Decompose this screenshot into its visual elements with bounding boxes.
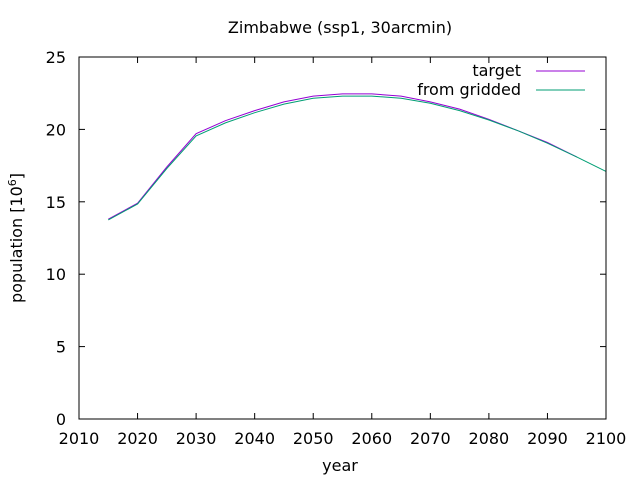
y-tick-label: 0 [56,410,66,429]
x-tick-label: 2020 [117,429,158,448]
axis-ticks: 2010 2020 2030 2040 2050 2060 2070 2080 2090 2100… [46,48,627,448]
y-tick-label: 15 [46,193,66,212]
y-tick-label: 10 [46,265,66,284]
x-tick-label: 2040 [234,429,275,448]
x-tick-label: 2030 [176,429,217,448]
y-tick-label: 5 [56,338,66,357]
x-tick-label: 2080 [469,429,510,448]
plot-border [78,56,607,420]
x-axis-label: year [322,456,358,475]
series-line-0 [108,93,577,220]
x-tick-label: 2070 [410,429,451,448]
y-axis-label-sup: 6 [6,179,19,186]
x-tick-label: 2100 [586,429,627,448]
series-line-1 [108,95,607,221]
legend-label-1: from gridded [417,80,521,99]
y-tick-label: 20 [46,120,66,139]
y-tick-label: 25 [46,48,66,67]
x-tick-label: 2010 [59,429,100,448]
chart-title: Zimbabwe (ssp1, 30arcmin) [228,18,452,37]
y-axis-label: population [106] [6,173,26,303]
series-lines [108,93,607,221]
y-axis-label-main: population [10 [7,186,26,303]
y-axis-label-close: ] [7,173,26,179]
x-tick-label: 2090 [527,429,568,448]
x-tick-label: 2060 [351,429,392,448]
x-tick-label: 2050 [293,429,334,448]
legend-label-0: target [472,61,521,80]
